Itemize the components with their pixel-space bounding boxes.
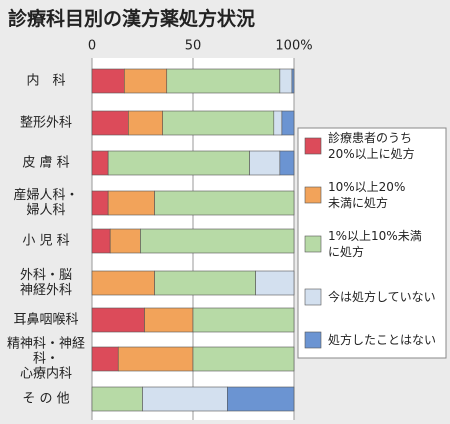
bar-segment: [166, 68, 281, 94]
y-tick-label: 皮 膚 科: [22, 155, 70, 171]
bar-segment: [291, 68, 295, 94]
y-tick-label: 内 科: [26, 73, 66, 89]
bar-segment: [255, 270, 295, 296]
bar-segment: [91, 346, 119, 372]
legend-label: 10%以上20% 未満に処方: [328, 180, 406, 210]
bar-segment: [109, 228, 141, 254]
bar-segment: [91, 228, 111, 254]
bar-segment: [154, 270, 256, 296]
bar-segment: [91, 190, 109, 216]
bar-segment: [142, 386, 228, 412]
bar-segment: [279, 150, 295, 176]
legend-box: [297, 127, 447, 359]
y-tick-label: 産婦人科・ 婦人科: [13, 188, 79, 218]
bar-segment: [144, 307, 194, 333]
bar-segment: [117, 346, 194, 372]
bar-segment: [107, 150, 250, 176]
legend-label: 今は処方していない: [328, 290, 436, 304]
x-tick-label: 100%: [275, 39, 312, 54]
legend-swatch: [304, 235, 322, 253]
legend-label: 1%以上10%未満 に処方: [328, 229, 422, 259]
y-tick-label: そ の 他: [22, 391, 70, 407]
x-tick-label: 0: [88, 39, 96, 54]
bar-segment: [91, 110, 129, 136]
y-tick-label: 整形外科: [19, 115, 72, 131]
bar-segment: [249, 150, 281, 176]
bar-segment: [154, 190, 295, 216]
bar-segment: [140, 228, 295, 254]
legend-swatch: [304, 186, 322, 204]
bar-segment: [91, 270, 155, 296]
bar-segment: [162, 110, 275, 136]
legend-swatch: [304, 331, 322, 349]
y-tick-label: 耳鼻咽喉科: [13, 312, 79, 328]
bar-segment: [273, 110, 283, 136]
bar-segment: [128, 110, 164, 136]
y-tick-label: 精神科・神経科・ 心療内科: [6, 336, 85, 382]
bar-segment: [227, 386, 295, 412]
bar-segment: [107, 190, 155, 216]
bar-segment: [91, 386, 143, 412]
chart-title: 診療科目別の漢方薬処方状況: [8, 8, 256, 30]
bar-segment: [281, 110, 295, 136]
bar-segment: [124, 68, 168, 94]
x-tick-label: 50: [185, 39, 202, 54]
bar-segment: [192, 307, 295, 333]
bar-segment: [91, 68, 125, 94]
legend-label: 処方したことはない: [328, 333, 437, 347]
bar-segment: [192, 346, 295, 372]
y-tick-label: 小 児 科: [22, 233, 70, 249]
y-tick-label: 外科・脳 神経外科: [19, 268, 72, 298]
legend-swatch: [304, 288, 322, 306]
bar-segment: [279, 68, 293, 94]
legend-label: 診療患者のうち 20%以上に処方: [328, 131, 415, 161]
bar-segment: [91, 307, 145, 333]
bar-segment: [91, 150, 109, 176]
legend-swatch: [304, 137, 322, 155]
